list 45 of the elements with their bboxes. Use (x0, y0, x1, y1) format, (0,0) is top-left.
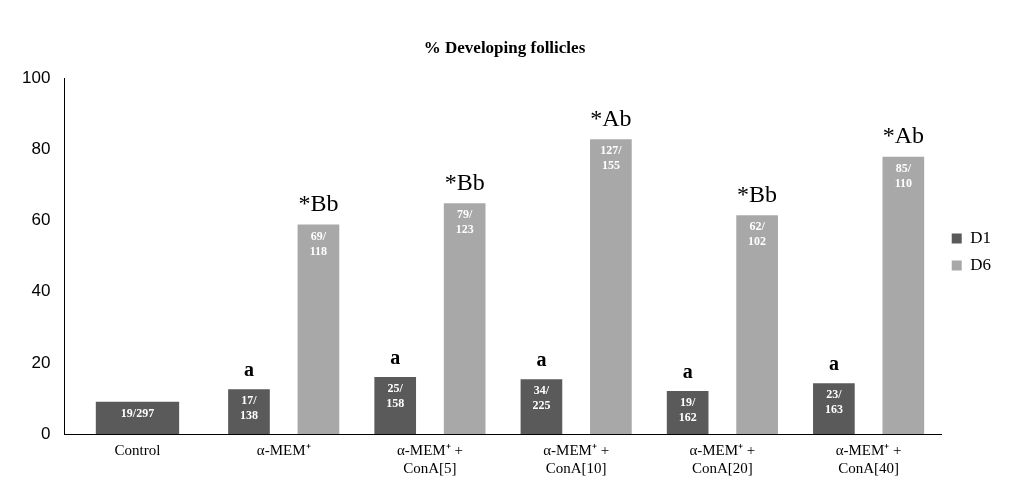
bar (590, 139, 632, 434)
bar (813, 383, 855, 434)
y-tick-label: 40 (31, 281, 51, 301)
annotation: a (682, 360, 693, 383)
annotation: a (243, 358, 254, 381)
bar (736, 215, 778, 434)
annotation: *Bb (737, 180, 778, 207)
data-label: 23/ 163 (824, 387, 843, 417)
legend-label: D6 (970, 254, 991, 274)
data-label: 85/ 110 (894, 160, 913, 190)
y-tick-label: 100 (21, 68, 51, 88)
x-tick-label: α-MEM⁺ + ConA[20] (689, 441, 756, 476)
annotation: a (828, 352, 839, 375)
chart-title: % Developing follicles (423, 37, 586, 57)
bar (228, 389, 270, 434)
x-tick-label: α-MEM⁺ + ConA[5] (396, 441, 463, 476)
y-tick-label: 0 (40, 423, 51, 443)
x-tick-label: α-MEM⁺ (256, 441, 311, 458)
annotation: a (390, 346, 401, 369)
x-tick-label: α-MEM⁺ + ConA[10] (543, 441, 610, 476)
data-label: 25/ 158 (386, 381, 405, 411)
bar (443, 203, 486, 434)
annotation: *Bb (298, 189, 339, 216)
data-label: 69/ 118 (309, 228, 328, 258)
bar (374, 377, 417, 434)
x-tick-label: Control (114, 441, 161, 458)
bar (520, 379, 563, 434)
data-label: 19/297 (120, 405, 155, 420)
data-label: 127/ 155 (600, 143, 623, 173)
data-label: 62/ 102 (748, 219, 767, 249)
annotation: *Bb (444, 168, 485, 195)
bar (297, 224, 340, 434)
legend-label: D1 (970, 227, 991, 247)
annotation: a (536, 348, 547, 371)
data-label: 17/ 138 (239, 393, 258, 423)
data-label: 79/ 123 (455, 207, 474, 237)
y-tick-label: 20 (31, 352, 51, 372)
x-tick-label: α-MEM⁺ + ConA[40] (835, 441, 902, 476)
bar (882, 156, 925, 434)
y-tick-label: 60 (31, 210, 51, 230)
y-tick-label: 80 (31, 139, 51, 159)
data-label: 19/ 162 (678, 395, 697, 425)
annotation: *Ab (590, 104, 632, 131)
annotation: *Ab (882, 121, 925, 148)
data-label: 34/ 225 (532, 383, 551, 413)
